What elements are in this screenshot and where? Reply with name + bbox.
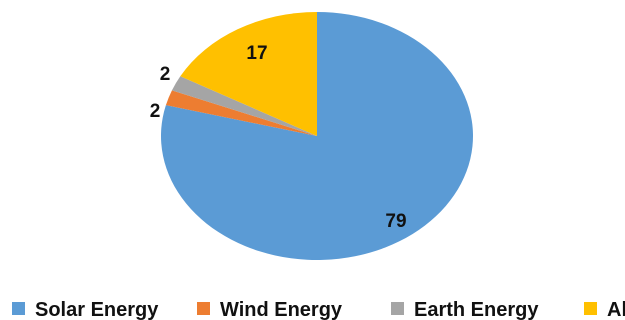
pie-slice-earth-energy	[171, 76, 317, 136]
pie-slice-all	[180, 12, 317, 136]
legend-swatch	[197, 302, 210, 315]
legend-item-solar-energy: Solar Energy	[12, 299, 159, 320]
data-label-solar-energy: 79	[385, 211, 406, 232]
legend-label: Wind Energy	[220, 299, 343, 320]
data-labels: 79 2 2 17	[150, 43, 407, 232]
legend-item-earth-energy: Earth Energy	[391, 299, 539, 320]
legend-item-wind-energy: Wind Energy	[197, 299, 343, 320]
legend: Solar Energy Wind Energy Earth Energy All	[12, 299, 625, 320]
data-label-all: 17	[246, 43, 267, 64]
data-label-wind-energy: 2	[150, 101, 161, 122]
legend-swatch	[584, 302, 597, 315]
legend-item-all: All	[584, 299, 625, 320]
legend-label: Earth Energy	[414, 299, 539, 320]
pie-slice-solar-energy	[160, 12, 473, 260]
legend-swatch	[12, 302, 25, 315]
pie-slice-wind-energy	[165, 90, 317, 136]
legend-label: Solar Energy	[35, 299, 159, 320]
pie-slices	[160, 12, 473, 260]
legend-swatch	[391, 302, 404, 315]
data-label-earth-energy: 2	[160, 64, 171, 85]
legend-label: All	[607, 299, 625, 320]
